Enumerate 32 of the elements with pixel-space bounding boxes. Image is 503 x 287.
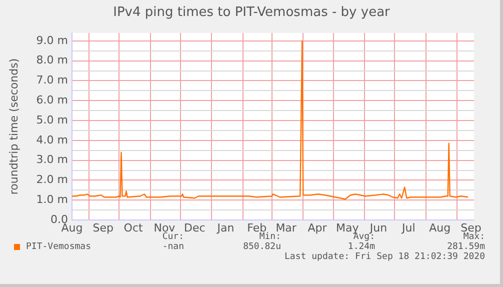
y-tick-label: 5.0 m [36,113,68,126]
x-tick-label: Dec [184,221,206,234]
text: Min: [259,232,281,242]
chart-title: IPv4 ping times to PIT-Vemosmas - by year [112,5,391,20]
text: Avg: [353,232,375,242]
text: 281.59m [447,242,485,252]
y-tick-label: 8.0 m [36,54,68,67]
y-tick-label: 2.0 m [36,173,68,186]
x-tick-label: Apr [308,221,328,234]
y-tick-label: 4.0 m [36,133,68,146]
y-tick-label: 7.0 m [36,74,68,87]
y-tick-label: 1.0 m [36,192,68,206]
text: -nan [162,242,184,252]
x-tick-label: May [336,221,360,234]
x-tick-label: Jan [216,221,234,234]
x-tick-label: Aug [429,221,451,234]
x-tick-label: Mar [276,221,297,234]
x-tick-label: Sep [460,221,482,234]
y-tick-label: 9.0 m [36,34,68,47]
y-tick-label: 3.0 m [36,153,68,166]
text: Last update: Fri Sep 18 21:02:39 2020 [284,252,485,262]
x-tick-label: Jul [401,221,416,234]
y-axis-title: roundtrip time (seconds) [7,58,20,195]
text: Cur: [162,232,184,242]
text: 1.24m [348,242,375,252]
y-tick-label: 6.0 m [36,94,68,106]
text: 850.82u [243,242,281,252]
text: Max: [463,232,485,242]
legend-label: PIT-Vemosmas [26,242,92,252]
x-tick-label: Jun [368,221,388,234]
x-tick-label: Oct [124,221,144,234]
x-tick-label: Sep [92,221,114,234]
